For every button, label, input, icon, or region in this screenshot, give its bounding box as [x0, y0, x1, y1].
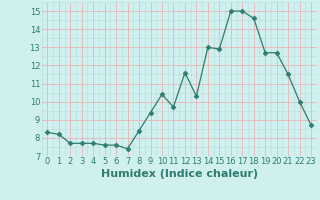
X-axis label: Humidex (Indice chaleur): Humidex (Indice chaleur): [100, 169, 258, 179]
